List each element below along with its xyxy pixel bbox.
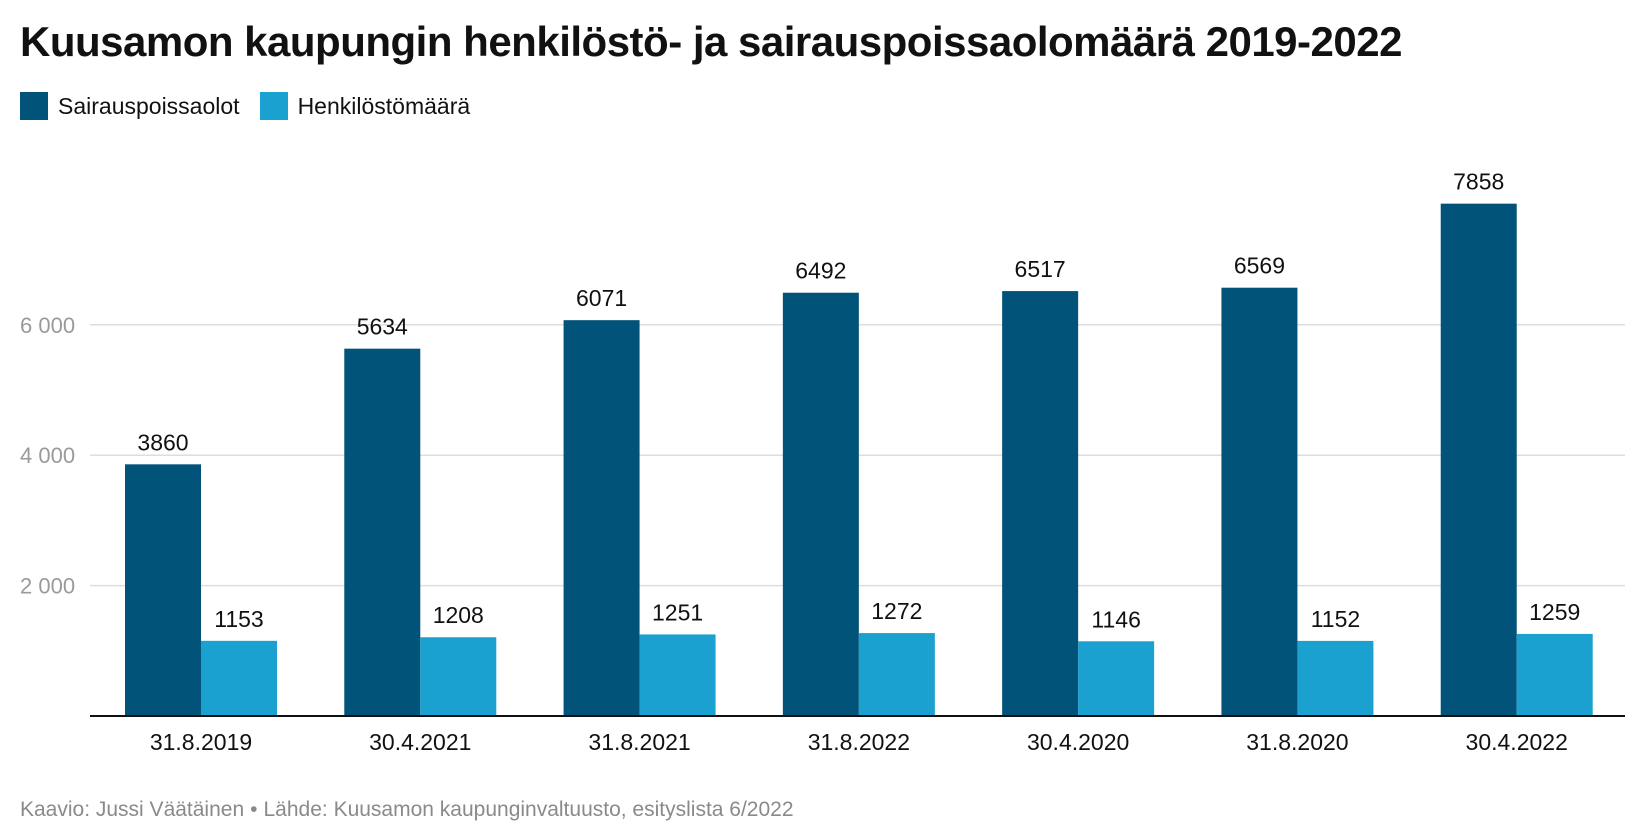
bar-henkilostomaara — [1078, 641, 1155, 716]
x-tick-label: 31.8.2019 — [150, 729, 252, 755]
data-label: 1208 — [433, 602, 484, 628]
bar-sairauspoissaolot — [1221, 287, 1298, 716]
legend-swatch-henkilostomaara — [259, 92, 288, 120]
y-tick-label: 2 000 — [20, 574, 75, 599]
bar-sairauspoissaolot — [782, 292, 859, 716]
x-tick-label: 30.4.2022 — [1466, 729, 1568, 755]
x-tick-label: 30.4.2020 — [1027, 729, 1129, 755]
bar-henkilostomaara — [858, 633, 935, 716]
data-label: 1272 — [871, 598, 922, 624]
x-tick-label: 31.8.2022 — [808, 729, 910, 755]
data-label: 1251 — [652, 599, 703, 625]
chart-title: Kuusamon kaupungin henkilöstö- ja sairau… — [20, 18, 1402, 65]
legend-swatch-sairauspoissaolot — [20, 92, 48, 120]
legend: Sairauspoissaolot Henkilöstömäärä — [20, 92, 490, 120]
footer-author: Kaavio: Jussi Väätäinen — [20, 798, 245, 821]
bar-sairauspoissaolot — [563, 320, 640, 716]
x-tick-label: 30.4.2021 — [369, 729, 471, 755]
data-label: 6071 — [576, 285, 627, 311]
bar-henkilostomaara — [201, 640, 277, 716]
data-label: 1153 — [214, 606, 263, 632]
data-label: 3860 — [137, 429, 188, 455]
bar-henkilostomaara — [1297, 640, 1374, 716]
bar-henkilostomaara — [1516, 633, 1593, 716]
data-label: 1152 — [1311, 606, 1360, 632]
footer-source: Lähde: Kuusamon kaupunginvaltuusto, esit… — [263, 798, 794, 821]
x-tick-label: 31.8.2021 — [588, 729, 690, 755]
data-label: 6492 — [795, 258, 846, 284]
bar-sairauspoissaolot — [125, 464, 201, 716]
data-label: 1259 — [1529, 599, 1580, 625]
legend-label-henkilostomaara: Henkilöstömäärä — [297, 92, 471, 119]
bar-chart: 2 000 4 000 6 000 3860 1153 31.8.2019 5634 1208… — [20, 169, 1625, 755]
data-label: 1146 — [1091, 606, 1140, 632]
bar-sairauspoissaolot — [1002, 291, 1079, 716]
y-tick-label: 4 000 — [20, 443, 75, 468]
data-label: 6569 — [1234, 253, 1285, 279]
bar-sairauspoissaolot — [344, 348, 421, 716]
data-label: 6517 — [1015, 256, 1066, 282]
legend-item-henkilostomaara: Henkilöstömäärä — [259, 92, 471, 120]
x-tick-label: 31.8.2020 — [1246, 729, 1348, 755]
data-label: 7858 — [1453, 169, 1504, 195]
footer: Kaavio: Jussi Väätäinen • Lähde: Kuusamon … — [20, 798, 794, 822]
bar-henkilostomaara — [420, 637, 497, 716]
data-label: 5634 — [357, 314, 408, 340]
footer-separator: • — [250, 798, 258, 821]
y-tick-label: 6 000 — [20, 313, 75, 338]
legend-label-sairauspoissaolot: Sairauspoissaolot — [58, 92, 240, 119]
legend-item-sairauspoissaolot: Sairauspoissaolot — [20, 92, 240, 120]
bar-sairauspoissaolot — [1440, 203, 1517, 717]
bar-henkilostomaara — [639, 634, 716, 716]
